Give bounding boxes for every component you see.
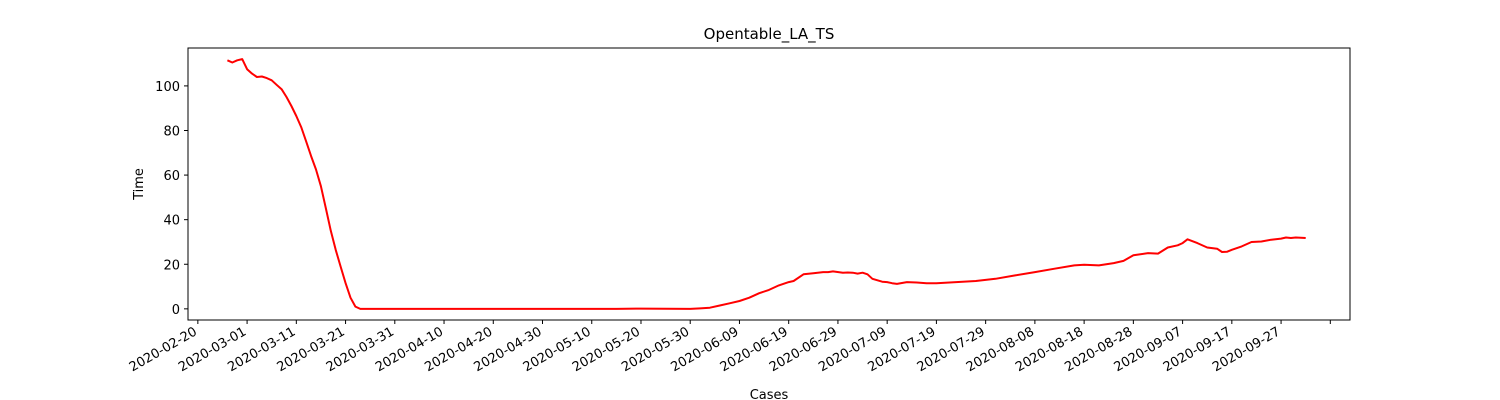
series-layer [226,58,1306,310]
y-tick-label: 80 [163,124,180,139]
y-axis: 0 20 40 60 80 100 [155,80,188,318]
series-line-0 [226,58,1306,310]
x-axis: 2020-02-202020-03-012020-03-112020-03-21… [127,320,1331,375]
y-axis-label: Time [132,168,147,201]
plot-frame [187,47,1351,321]
y-tick-label: 60 [163,169,180,184]
y-tick-label: 40 [163,214,180,229]
x-axis-label: Cases [750,388,789,400]
y-tick-label: 0 [172,303,180,318]
y-tick-label: 100 [155,80,180,95]
y-tick-label: 20 [163,258,180,273]
chart-title: Opentable_LA_TS [704,25,835,44]
